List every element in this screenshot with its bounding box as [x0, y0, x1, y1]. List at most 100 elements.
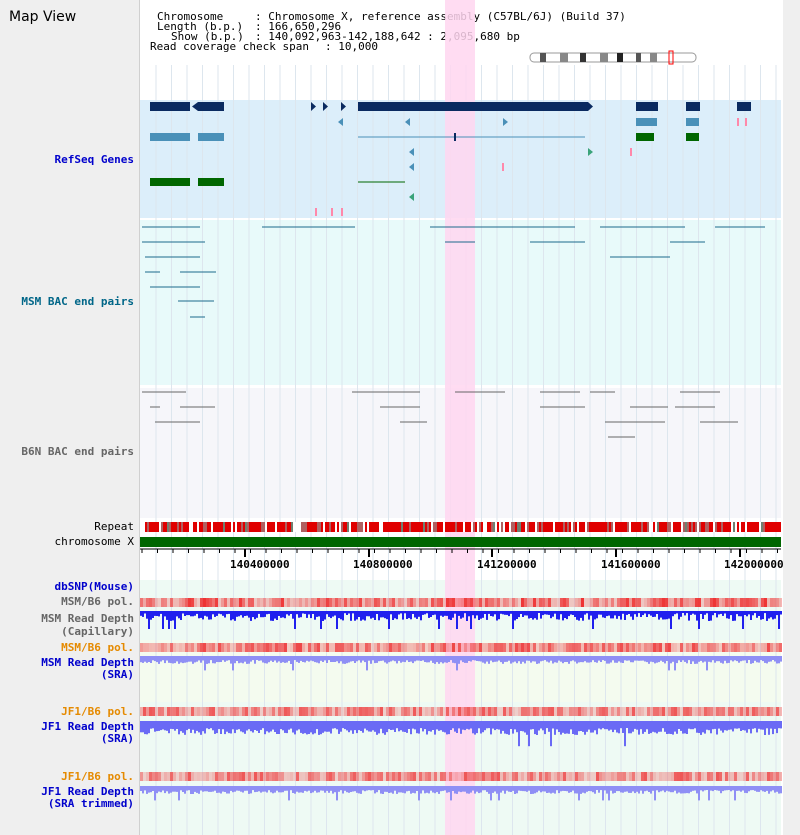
depth-bar: [746, 611, 748, 617]
depth-bar: [666, 656, 668, 661]
track-label-msm-b6-pol[interactable]: MSM/B6 pol.: [61, 595, 134, 608]
pol-cell: [398, 707, 401, 716]
depth-bar: [396, 611, 398, 620]
track-label-b6n-bac[interactable]: B6N BAC end pairs: [21, 445, 134, 458]
pol-cell: [548, 772, 551, 781]
repeat-segment: [611, 522, 613, 532]
msm-read-depth-capillary[interactable]: [140, 611, 782, 629]
pol-cell: [533, 772, 536, 781]
depth-bar: [778, 611, 780, 629]
pol-cell: [263, 598, 266, 607]
track-label-msm-b6-pol-2[interactable]: MSM/B6 pol.: [61, 641, 134, 654]
pol-cell: [254, 707, 257, 716]
pol-cell: [563, 643, 566, 652]
pol-cell: [392, 598, 395, 607]
track-label-msm-depth-cap-sub: (Capillary): [61, 625, 134, 638]
depth-bar: [528, 656, 530, 661]
depth-bar: [714, 786, 716, 790]
jf1-read-depth-sra-trimmed[interactable]: [140, 786, 782, 801]
depth-bar: [306, 656, 308, 661]
pol-cell: [665, 772, 668, 781]
pol-cell: [470, 772, 473, 781]
pol-cell: [569, 707, 572, 716]
depth-bar: [282, 656, 284, 663]
depth-bar: [746, 786, 748, 794]
pol-cell: [425, 772, 428, 781]
depth-bar: [584, 721, 586, 735]
depth-bar: [442, 786, 444, 791]
pol-cell: [155, 643, 158, 652]
depth-bar: [540, 721, 542, 729]
depth-bar: [224, 611, 226, 618]
depth-bar: [534, 786, 536, 794]
depth-bar: [258, 721, 260, 733]
msm-b6-pol-track[interactable]: [140, 598, 782, 607]
depth-bar: [158, 611, 160, 617]
selection-highlight[interactable]: [445, 0, 475, 835]
track-label-msm-depth-cap[interactable]: MSM Read Depth: [41, 612, 134, 625]
repeat-segment: [247, 522, 249, 532]
depth-bar: [236, 786, 238, 791]
jf1-read-depth-sra[interactable]: [140, 721, 782, 747]
jf1-b6-pol-track[interactable]: [140, 707, 782, 716]
depth-bar: [314, 721, 316, 734]
depth-bar: [470, 721, 472, 729]
pol-cell: [299, 707, 302, 716]
track-label-jf1-b6-pol-2[interactable]: JF1/B6 pol.: [61, 770, 134, 783]
depth-bar: [464, 786, 466, 792]
track-label-jf1-trim[interactable]: JF1 Read Depth: [41, 785, 134, 798]
depth-bar: [316, 721, 318, 730]
repeat-segment: [187, 522, 189, 532]
depth-bar: [496, 721, 498, 730]
depth-bar: [336, 656, 338, 662]
refseq-genes[interactable]: [150, 102, 751, 216]
track-label-dbsnp[interactable]: dbSNP(Mouse): [54, 580, 134, 593]
depth-bar: [688, 611, 690, 621]
repeat-track[interactable]: [145, 522, 781, 532]
track-label-msm-bac[interactable]: MSM BAC end pairs: [21, 295, 134, 308]
pol-cell: [710, 707, 713, 716]
pol-cell: [476, 643, 479, 652]
pol-cell: [743, 772, 746, 781]
track-label-msm-depth-sra[interactable]: MSM Read Depth: [41, 656, 134, 669]
depth-bar: [462, 786, 464, 792]
depth-bar: [780, 611, 782, 615]
jf1-b6-pol-track-2[interactable]: [140, 772, 782, 781]
pol-cell: [596, 707, 599, 716]
msm-read-depth-sra[interactable]: [140, 656, 782, 671]
depth-bar: [586, 721, 588, 732]
repeat-segment: [521, 522, 523, 532]
pol-cell: [353, 598, 356, 607]
pol-cell: [272, 707, 275, 716]
pol-cell: [710, 772, 713, 781]
depth-bar: [506, 721, 508, 735]
pol-cell: [719, 643, 722, 652]
pol-cell: [209, 772, 212, 781]
track-label-jf1-b6-pol[interactable]: JF1/B6 pol.: [61, 705, 134, 718]
depth-bar: [216, 786, 218, 793]
depth-bar: [330, 656, 332, 662]
repeat-segment: [639, 522, 641, 532]
pol-cell: [569, 772, 572, 781]
depth-bar: [698, 721, 700, 733]
pol-cell: [209, 598, 212, 607]
depth-bar: [542, 721, 544, 731]
depth-bar: [538, 721, 540, 731]
pol-cell: [365, 772, 368, 781]
depth-bar: [570, 786, 572, 793]
pol-cell: [407, 707, 410, 716]
msm-b6-pol-track-2[interactable]: [140, 643, 782, 652]
chromosome-ideogram[interactable]: [529, 50, 697, 65]
depth-bar: [226, 721, 228, 732]
b6n-bac-pairs[interactable]: [142, 391, 738, 438]
depth-bar: [440, 786, 442, 792]
track-label-jf1-depth[interactable]: JF1 Read Depth: [41, 720, 134, 733]
pol-cell: [293, 598, 296, 607]
track-label-repeat[interactable]: Repeat: [94, 520, 134, 533]
track-label-refseq[interactable]: RefSeq Genes: [54, 153, 134, 166]
msm-bac-pairs[interactable]: [142, 226, 765, 318]
pol-cell: [599, 772, 602, 781]
depth-bar: [342, 611, 344, 621]
pol-cell: [611, 772, 614, 781]
